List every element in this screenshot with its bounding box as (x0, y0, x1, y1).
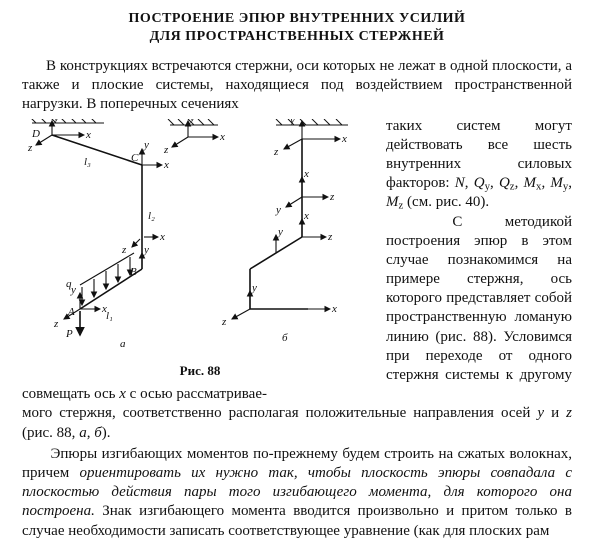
svg-text:x: x (331, 303, 337, 315)
svg-text:l₂: l₂ (148, 210, 155, 222)
svg-text:x: x (303, 210, 309, 222)
svg-text:C: C (131, 152, 139, 164)
svg-text:y: y (275, 204, 281, 216)
svg-text:y: y (143, 139, 149, 151)
svg-text:z: z (121, 244, 127, 256)
svg-text:z: z (327, 231, 333, 243)
svg-text:а: а (120, 338, 126, 350)
axis-z: z (27, 142, 33, 154)
svg-text:x: x (219, 131, 225, 143)
svg-text:x: x (101, 303, 107, 315)
node-D: D (31, 128, 40, 140)
svg-text:z: z (329, 191, 335, 203)
axis-x: x (85, 129, 91, 141)
page-title: ПОСТРОЕНИЕ ЭПЮР ВНУТРЕННИХ УСИЛИЙ ДЛЯ ПР… (22, 10, 572, 45)
svg-text:y: y (143, 244, 149, 256)
axis-y: y (53, 119, 59, 124)
figure-caption: Рис. 88 (22, 363, 378, 380)
svg-text:z: z (273, 146, 279, 158)
figure-88: x y z D l₃ C x y (22, 119, 378, 380)
svg-text:x: x (341, 133, 347, 145)
svg-text:l₃: l₃ (84, 156, 91, 168)
svg-text:y: y (189, 119, 195, 124)
svg-text:x: x (303, 168, 309, 180)
svg-text:z: z (163, 144, 169, 156)
svg-text:z: z (221, 316, 227, 328)
figure-88-svg: x y z D l₃ C x y (24, 119, 376, 357)
svg-text:x: x (163, 159, 169, 171)
svg-text:y: y (277, 226, 283, 238)
svg-text:y: y (70, 284, 76, 296)
svg-text:l₁: l₁ (106, 310, 113, 322)
paragraph-1: В конструкциях встречаются стержни, оси … (22, 57, 572, 115)
svg-text:z: z (53, 318, 59, 330)
paragraph-3: Эпюры изгибающих моментов по-прежнему бу… (22, 445, 572, 541)
paragraph-after-fig: мого стержня, соответственно располагая … (22, 404, 572, 442)
svg-text:y: y (289, 119, 295, 126)
svg-text:б: б (282, 332, 288, 344)
svg-text:P: P (65, 328, 73, 340)
svg-text:y: y (251, 282, 257, 294)
svg-text:x: x (159, 231, 165, 243)
